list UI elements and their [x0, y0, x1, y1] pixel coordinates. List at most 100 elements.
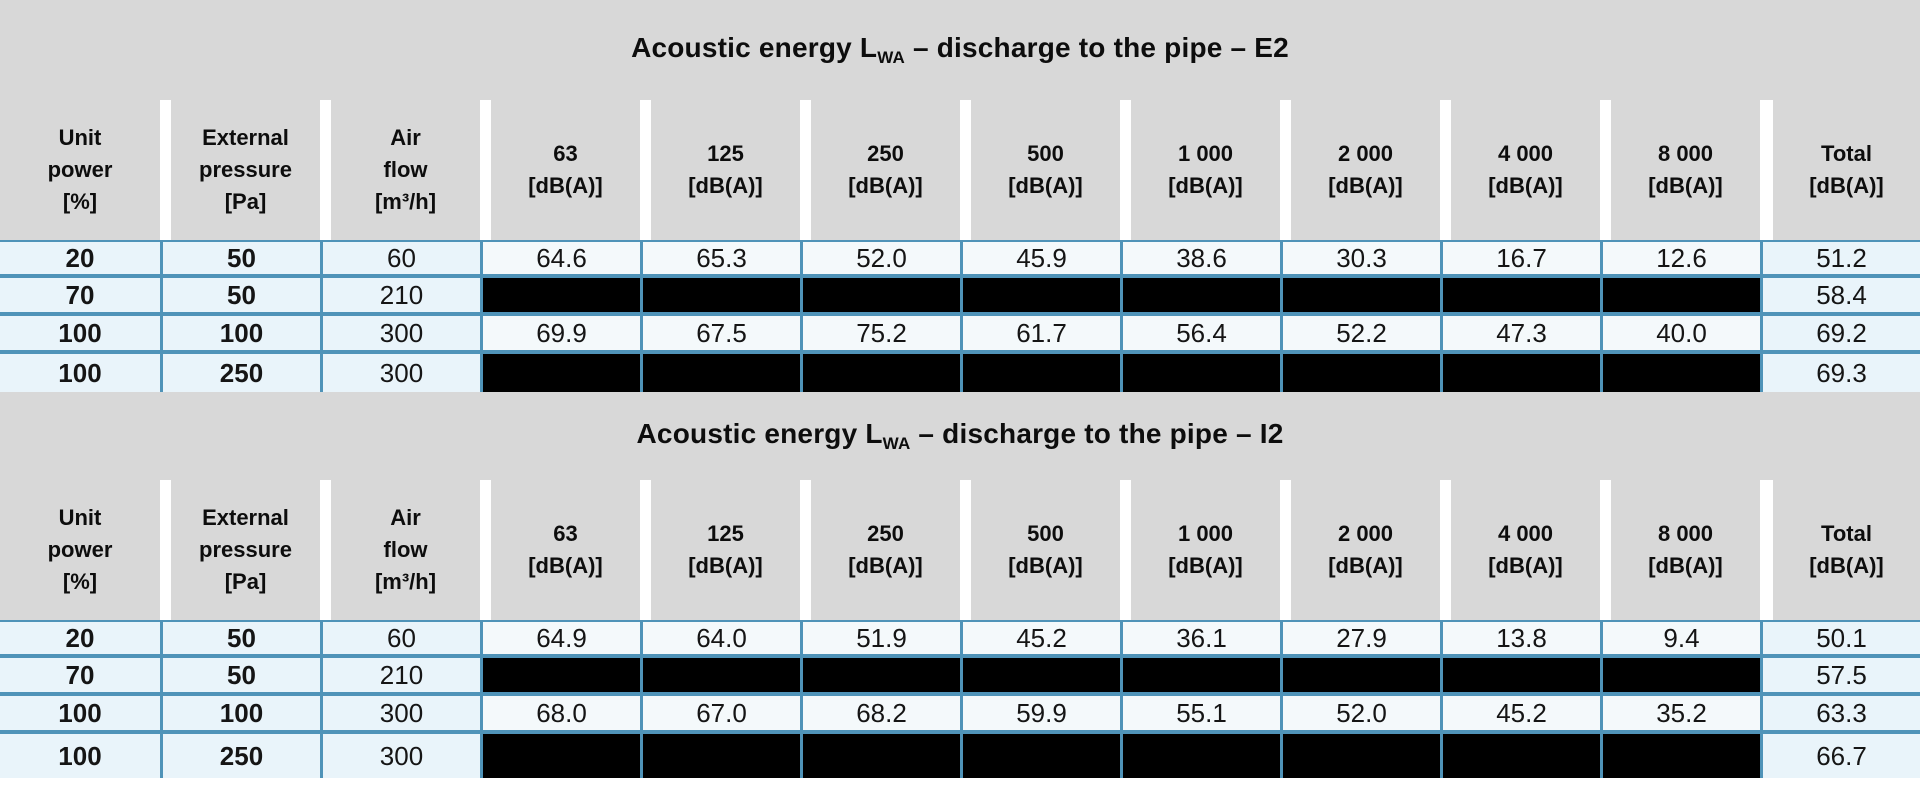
- table-body-i2: 20 50 60 64.9 64.0 51.9 45.2 36.1 27.9 1…: [0, 620, 1920, 778]
- cell-external-pressure: 50: [160, 240, 320, 278]
- col-header-air-flow: Air flow [m³/h]: [320, 100, 480, 240]
- col-header-63hz: 63 [dB(A)]: [480, 480, 640, 620]
- cell-4000hz: 47.3: [1440, 316, 1600, 354]
- title-prefix: Acoustic energy L: [636, 418, 883, 449]
- redacted-cell-250hz: [800, 278, 960, 316]
- cell-external-pressure: 250: [160, 354, 320, 392]
- table-row: 70 50 210 58.4: [0, 278, 1920, 316]
- redacted-cell-8000hz: [1600, 658, 1760, 696]
- redacted-cell-4000hz: [1440, 658, 1600, 696]
- cell-8000hz: 35.2: [1600, 696, 1760, 734]
- redacted-cell-1000hz: [1120, 658, 1280, 696]
- table-row: 20 50 60 64.6 65.3 52.0 45.9 38.6 30.3 1…: [0, 240, 1920, 278]
- cell-1000hz: 56.4: [1120, 316, 1280, 354]
- cell-unit-power: 100: [0, 354, 160, 392]
- cell-external-pressure: 100: [160, 316, 320, 354]
- cell-2000hz: 52.0: [1280, 696, 1440, 734]
- cell-125hz: 67.0: [640, 696, 800, 734]
- cell-2000hz: 27.9: [1280, 620, 1440, 658]
- title-suffix: – discharge to the pipe – I2: [910, 418, 1284, 449]
- cell-external-pressure: 50: [160, 278, 320, 316]
- redacted-cell-500hz: [960, 354, 1120, 392]
- table-row: 100 250 300 66.7: [0, 734, 1920, 778]
- redacted-cell-125hz: [640, 658, 800, 696]
- redacted-cell-4000hz: [1440, 734, 1600, 778]
- cell-63hz: 69.9: [480, 316, 640, 354]
- cell-air-flow: 300: [320, 316, 480, 354]
- cell-total: 57.5: [1760, 658, 1920, 696]
- cell-external-pressure: 50: [160, 620, 320, 658]
- cell-unit-power: 70: [0, 278, 160, 316]
- redacted-cell-4000hz: [1440, 354, 1600, 392]
- acoustic-table-section-e2: Acoustic energy LWA – discharge to the p…: [0, 0, 1920, 392]
- cell-8000hz: 9.4: [1600, 620, 1760, 658]
- redacted-cell-8000hz: [1600, 734, 1760, 778]
- col-header-8000hz: 8 000 [dB(A)]: [1600, 480, 1760, 620]
- cell-4000hz: 16.7: [1440, 240, 1600, 278]
- col-header-external-pressure: External pressure [Pa]: [160, 100, 320, 240]
- cell-2000hz: 52.2: [1280, 316, 1440, 354]
- redacted-cell-4000hz: [1440, 278, 1600, 316]
- redacted-cell-63hz: [480, 734, 640, 778]
- title-subscript-wa: WA: [882, 434, 911, 453]
- col-header-4000hz: 4 000 [dB(A)]: [1440, 480, 1600, 620]
- acoustic-table-e2: Unit power [%] External pressure [Pa] Ai…: [0, 100, 1920, 392]
- redacted-cell-250hz: [800, 354, 960, 392]
- cell-unit-power: 100: [0, 734, 160, 778]
- title-suffix: – discharge to the pipe – E2: [905, 32, 1289, 63]
- redacted-cell-500hz: [960, 734, 1120, 778]
- cell-500hz: 45.9: [960, 240, 1120, 278]
- table-row: 70 50 210 57.5: [0, 658, 1920, 696]
- cell-4000hz: 13.8: [1440, 620, 1600, 658]
- redacted-cell-2000hz: [1280, 354, 1440, 392]
- acoustic-table-section-i2: Acoustic energy LWA – discharge to the p…: [0, 392, 1920, 778]
- col-header-total: Total [dB(A)]: [1760, 480, 1920, 620]
- cell-total: 66.7: [1760, 734, 1920, 778]
- header-row: Unit power [%] External pressure [Pa] Ai…: [0, 480, 1920, 620]
- table-title-band-i2: Acoustic energy LWA – discharge to the p…: [0, 392, 1920, 480]
- col-header-125hz: 125 [dB(A)]: [640, 100, 800, 240]
- cell-125hz: 67.5: [640, 316, 800, 354]
- table-row: 100 250 300 69.3: [0, 354, 1920, 392]
- cell-1000hz: 36.1: [1120, 620, 1280, 658]
- col-header-4000hz: 4 000 [dB(A)]: [1440, 100, 1600, 240]
- cell-500hz: 61.7: [960, 316, 1120, 354]
- table-row: 100 100 300 68.0 67.0 68.2 59.9 55.1 52.…: [0, 696, 1920, 734]
- col-header-external-pressure: External pressure [Pa]: [160, 480, 320, 620]
- col-header-8000hz: 8 000 [dB(A)]: [1600, 100, 1760, 240]
- cell-250hz: 68.2: [800, 696, 960, 734]
- cell-total: 69.2: [1760, 316, 1920, 354]
- redacted-cell-1000hz: [1120, 354, 1280, 392]
- redacted-cell-63hz: [480, 354, 640, 392]
- cell-unit-power: 100: [0, 696, 160, 734]
- redacted-cell-500hz: [960, 278, 1120, 316]
- redacted-cell-2000hz: [1280, 658, 1440, 696]
- col-header-250hz: 250 [dB(A)]: [800, 100, 960, 240]
- cell-8000hz: 12.6: [1600, 240, 1760, 278]
- table-title-i2: Acoustic energy LWA – discharge to the p…: [637, 418, 1284, 454]
- col-header-1000hz: 1 000 [dB(A)]: [1120, 100, 1280, 240]
- redacted-cell-8000hz: [1600, 354, 1760, 392]
- cell-total: 63.3: [1760, 696, 1920, 734]
- cell-500hz: 59.9: [960, 696, 1120, 734]
- acoustic-table-i2: Unit power [%] External pressure [Pa] Ai…: [0, 480, 1920, 778]
- cell-external-pressure: 100: [160, 696, 320, 734]
- cell-63hz: 68.0: [480, 696, 640, 734]
- col-header-125hz: 125 [dB(A)]: [640, 480, 800, 620]
- cell-air-flow: 60: [320, 620, 480, 658]
- cell-total: 58.4: [1760, 278, 1920, 316]
- title-subscript-wa: WA: [877, 48, 905, 67]
- cell-250hz: 75.2: [800, 316, 960, 354]
- cell-63hz: 64.6: [480, 240, 640, 278]
- cell-unit-power: 100: [0, 316, 160, 354]
- cell-air-flow: 60: [320, 240, 480, 278]
- cell-total: 50.1: [1760, 620, 1920, 658]
- col-header-unit-power: Unit power [%]: [0, 480, 160, 620]
- cell-4000hz: 45.2: [1440, 696, 1600, 734]
- cell-unit-power: 70: [0, 658, 160, 696]
- cell-air-flow: 300: [320, 696, 480, 734]
- col-header-2000hz: 2 000 [dB(A)]: [1280, 100, 1440, 240]
- cell-1000hz: 55.1: [1120, 696, 1280, 734]
- col-header-unit-power: Unit power [%]: [0, 100, 160, 240]
